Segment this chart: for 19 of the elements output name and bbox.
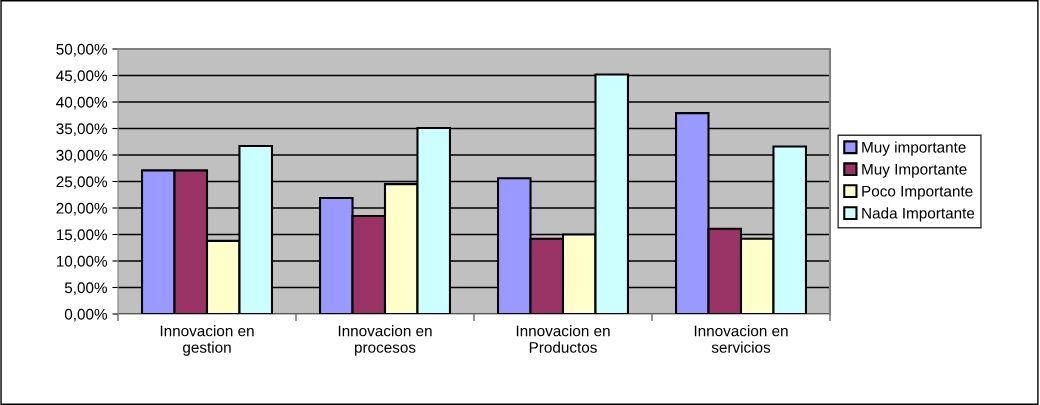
legend-label: Muy importante [862, 141, 966, 156]
y-tick-label: 30,00% [56, 149, 108, 163]
legend-label: Muy Importante [862, 164, 967, 178]
legend-label: Nada Importante [862, 207, 975, 222]
x-tick-label: Innovacion en servicios [694, 325, 788, 353]
y-tick-label: 35,00% [56, 123, 108, 136]
legend-label: Poco Importante [862, 185, 973, 200]
x-tick-label: Innovacion en procesos [338, 325, 432, 356]
x-tick-label: Innovacion en gestion [160, 325, 254, 356]
x-tick-label: Innovacion en Productos [516, 325, 610, 353]
y-tick-label: 5,00% [64, 282, 108, 295]
y-tick-label: 45,00% [56, 70, 108, 83]
y-tick-label: 25,00% [56, 176, 108, 189]
y-tick-label: 20,00% [56, 202, 108, 216]
y-tick-label: 10,00% [56, 255, 108, 269]
y-tick-label: 0,00% [64, 308, 108, 322]
y-tick-label: 15,00% [56, 229, 108, 242]
y-tick-label: 50,00% [56, 43, 108, 57]
y-tick-label: 40,00% [56, 96, 108, 110]
